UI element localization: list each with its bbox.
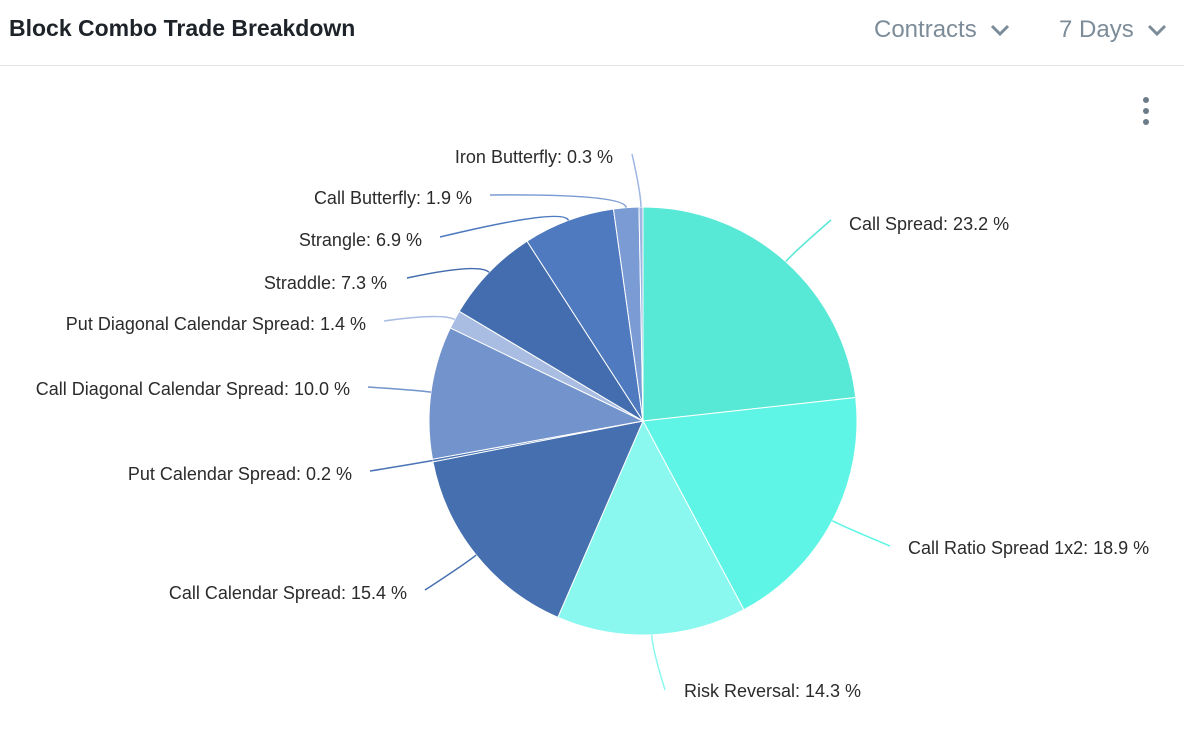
dropdown-label[interactable]: Contracts [874, 16, 977, 43]
pie-slice [458, 240, 644, 422]
menu-icon[interactable] [1143, 97, 1149, 125]
leader-line [831, 520, 891, 547]
pie-slice [428, 327, 645, 460]
pie-slice [642, 396, 858, 611]
units-dropdown[interactable]: Contracts [874, 16, 1011, 44]
leader-line [439, 215, 570, 238]
card-title: Block Combo Trade Breakdown [9, 15, 356, 41]
chart: Call Spread: 23.2 % Call Ratio Spread 1x2… [36, 97, 1149, 701]
leader-line [383, 315, 455, 322]
leader-line [367, 386, 432, 393]
leader-line [424, 554, 477, 591]
menu-dot[interactable] [1143, 108, 1149, 114]
data-label: Call Diagonal Calendar Spread: 10.0 % [36, 379, 350, 399]
leader-line [369, 459, 433, 472]
data-label: Put Calendar Spread: 0.2 % [128, 464, 352, 484]
data-label: Risk Reversal: 14.3 % [684, 681, 861, 701]
header: Block Combo Trade Breakdown Contracts 7 … [0, 0, 1184, 66]
menu-dot[interactable] [1143, 119, 1149, 125]
leader-line [785, 219, 832, 263]
chevron-icon[interactable] [1146, 23, 1168, 37]
data-label: Call Butterfly: 1.9 % [314, 188, 472, 208]
menu-dot[interactable] [1143, 97, 1149, 103]
pie-slice [642, 206, 857, 422]
data-label: Strangle: 6.9 % [299, 230, 422, 250]
data-label: Put Diagonal Calendar Spread: 1.4 % [66, 314, 366, 334]
data-label: Straddle: 7.3 % [264, 273, 387, 293]
dropdown-label[interactable]: 7 Days [1059, 16, 1134, 43]
leader-line [651, 634, 666, 691]
leader-line [406, 267, 490, 279]
data-label: Call Calendar Spread: 15.4 % [169, 583, 407, 603]
pie-slice [557, 419, 745, 636]
leader-line [489, 194, 627, 208]
data-label: Iron Butterfly: 0.3 % [455, 147, 613, 167]
leader-line [631, 153, 642, 208]
chevron-icon[interactable] [989, 23, 1011, 37]
period-dropdown[interactable]: 7 Days [1059, 16, 1168, 44]
data-label: Call Spread: 23.2 % [849, 214, 1009, 234]
data-label: Call Ratio Spread 1x2: 18.9 % [908, 538, 1149, 558]
